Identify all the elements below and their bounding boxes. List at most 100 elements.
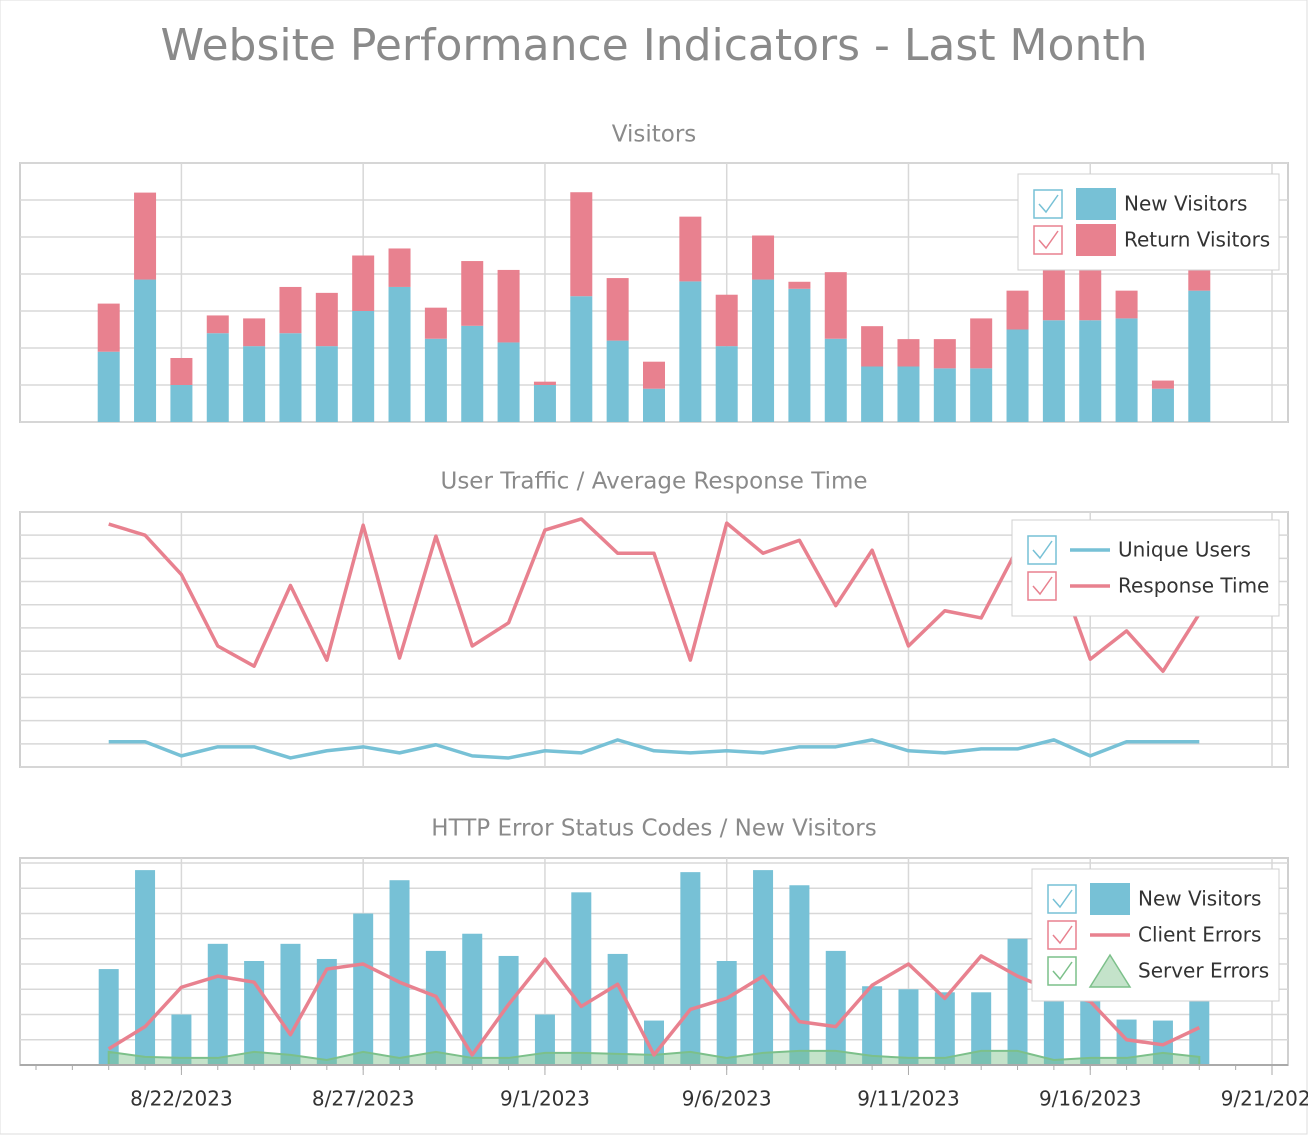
bar (825, 950, 846, 1065)
bar (861, 326, 884, 367)
check-mark (1038, 230, 1059, 250)
bar (752, 235, 775, 280)
bar (135, 870, 156, 1065)
bar (497, 269, 520, 343)
bar (971, 992, 992, 1065)
bar (279, 333, 302, 422)
bar (1007, 938, 1028, 1065)
legend-checkbox[interactable] (1033, 189, 1063, 219)
check-mark (1052, 925, 1073, 945)
bar (388, 248, 411, 287)
legend: New Visitors Return Visitors (1017, 173, 1280, 271)
legend-item[interactable]: Server Errors (1047, 953, 1269, 988)
check-mark (1032, 576, 1053, 596)
bar (424, 338, 447, 422)
bar (315, 292, 338, 347)
line (108, 738, 1200, 760)
bar (606, 278, 629, 341)
legend-swatch (1076, 224, 1116, 256)
legend-item[interactable]: New Visitors (1033, 188, 1247, 220)
bar (898, 989, 919, 1065)
bar (243, 318, 266, 347)
legend-checkbox[interactable] (1047, 884, 1077, 914)
check-mark (1052, 889, 1073, 909)
bar (643, 361, 665, 389)
bar (570, 192, 593, 297)
legend-checkbox[interactable] (1047, 920, 1077, 950)
legend-item[interactable]: Response Time (1027, 571, 1269, 601)
bar (206, 315, 229, 334)
check-mark (1032, 540, 1053, 560)
legend-item[interactable]: Client Errors (1047, 920, 1261, 950)
bar (134, 279, 157, 422)
bar (788, 281, 811, 289)
bar (533, 381, 556, 385)
bar (861, 366, 884, 422)
legend-checkbox[interactable] (1033, 225, 1063, 255)
legend-swatch (1088, 953, 1132, 988)
bar (353, 913, 374, 1065)
bar (280, 943, 301, 1065)
bar (570, 296, 593, 422)
chart-title: User Traffic / Average Response Time (440, 469, 867, 495)
bar (643, 388, 665, 422)
bar (352, 255, 375, 311)
bar (970, 318, 993, 369)
bar (1079, 320, 1102, 422)
legend-checkbox[interactable] (1027, 535, 1057, 565)
bar (1188, 266, 1211, 291)
x-tick-label: 9/6/2023 (682, 1087, 772, 1111)
legend-checkbox[interactable] (1027, 571, 1057, 601)
bar (98, 969, 119, 1065)
bar (716, 960, 737, 1065)
bar (679, 216, 702, 282)
bar (207, 943, 228, 1065)
bar (679, 281, 702, 422)
bar (970, 368, 993, 422)
bar (170, 357, 193, 385)
bar (1116, 1019, 1137, 1065)
bar (389, 880, 410, 1065)
bar (862, 986, 883, 1065)
legend-item[interactable]: Return Visitors (1033, 224, 1270, 256)
bar (571, 892, 592, 1065)
bar (533, 385, 556, 422)
bar (171, 1014, 192, 1065)
bar (243, 346, 266, 422)
bar (170, 385, 193, 422)
legend-box (1017, 173, 1280, 271)
page-title: Website Performance Indicators - Last Mo… (161, 20, 1148, 71)
x-tick-label: 9/16/2023 (1039, 1087, 1142, 1111)
bar (498, 955, 519, 1065)
chart-title: HTTP Error Status Codes / New Visitors (431, 816, 876, 842)
bar (824, 338, 847, 422)
x-tick-label: 8/27/2023 (312, 1087, 415, 1111)
bar (1006, 290, 1029, 330)
legend-item[interactable]: Unique Users (1027, 535, 1251, 565)
bar (788, 288, 811, 422)
bar (97, 351, 120, 422)
bar (461, 325, 484, 422)
area (107, 1049, 1201, 1066)
bar (897, 339, 920, 367)
bar (715, 294, 738, 347)
bar (607, 953, 628, 1065)
check-mark (1052, 961, 1073, 981)
legend-item[interactable]: New Visitors (1047, 883, 1261, 915)
check-mark (1038, 194, 1059, 214)
x-tick-label: 8/22/2023 (130, 1087, 233, 1111)
bar (1042, 262, 1065, 321)
bar (606, 340, 629, 422)
legend-swatch (1076, 188, 1116, 220)
x-tick-label: 9/1/2023 (500, 1087, 590, 1111)
bar (388, 286, 411, 422)
legend-swatch (1090, 883, 1130, 915)
bar (244, 960, 265, 1065)
bar (1115, 290, 1138, 319)
bar (424, 307, 447, 339)
legend-label: New Visitors (1138, 887, 1261, 911)
legend-checkbox[interactable] (1047, 956, 1077, 986)
bar (352, 311, 375, 422)
bar (1151, 388, 1174, 422)
